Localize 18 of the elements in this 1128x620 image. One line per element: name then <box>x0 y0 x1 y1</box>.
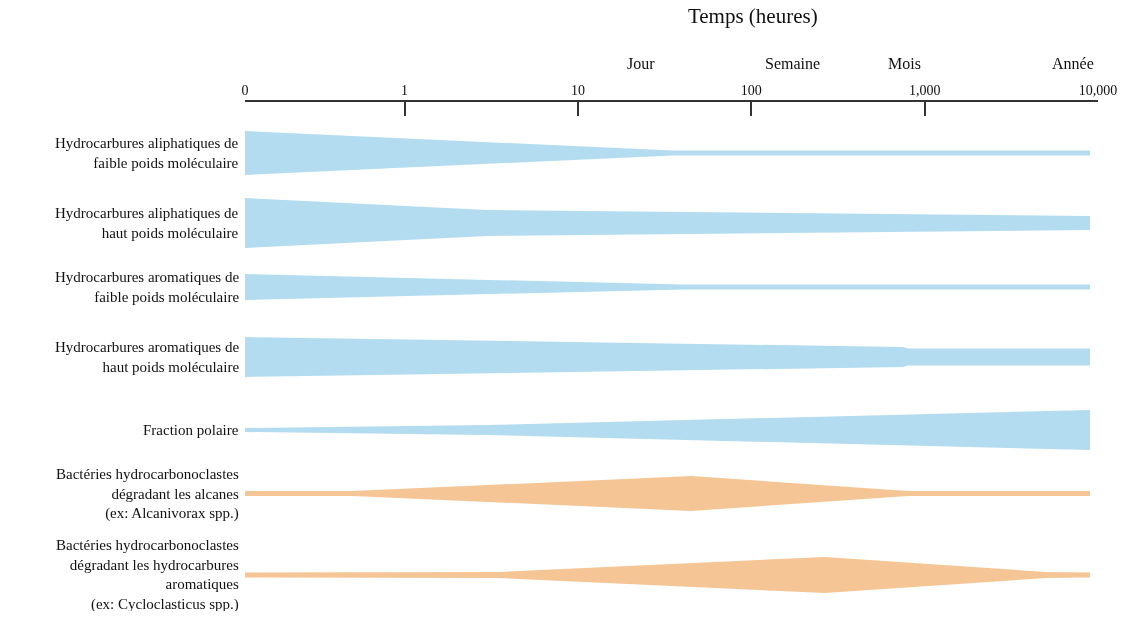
x-tick-label: 100 <box>740 82 762 98</box>
series-label: Bactéries hydrocarbonoclastes dégradant les hydrocarbures aromatiques (ex: Cycloclasticus spp.) <box>56 537 239 613</box>
x-tick-label: 10 <box>570 82 585 98</box>
series-label: Hydrocarbures aromatiques de haut poids moléculaire <box>55 339 240 375</box>
series-label: Fraction polaire <box>143 422 239 438</box>
x-axis-title: Temps (heures) <box>687 3 818 28</box>
text: Semaine <box>765 55 821 72</box>
x-tick-label: 1 <box>401 82 409 98</box>
series-label: Hydrocarbures aliphatiques de haut poids moléculaire <box>55 205 239 241</box>
series-label: Bactéries hydrocarbonoclastes dégradant les alcanes (ex: Alcanivorax spp.) <box>56 465 239 522</box>
text: Jour <box>627 55 656 72</box>
series-label: Hydrocarbures aromatiques de faible poids moléculaire <box>55 269 240 305</box>
text: Mois <box>888 55 921 72</box>
text: Année <box>1052 55 1094 72</box>
series-label: Hydrocarbures aliphatiques de faible poids moléculaire <box>55 135 239 171</box>
x-tick-label: 1,000 <box>908 82 941 98</box>
x-tick-label: 0 <box>241 82 249 98</box>
x-tick-label: 10,000 <box>1078 82 1118 98</box>
